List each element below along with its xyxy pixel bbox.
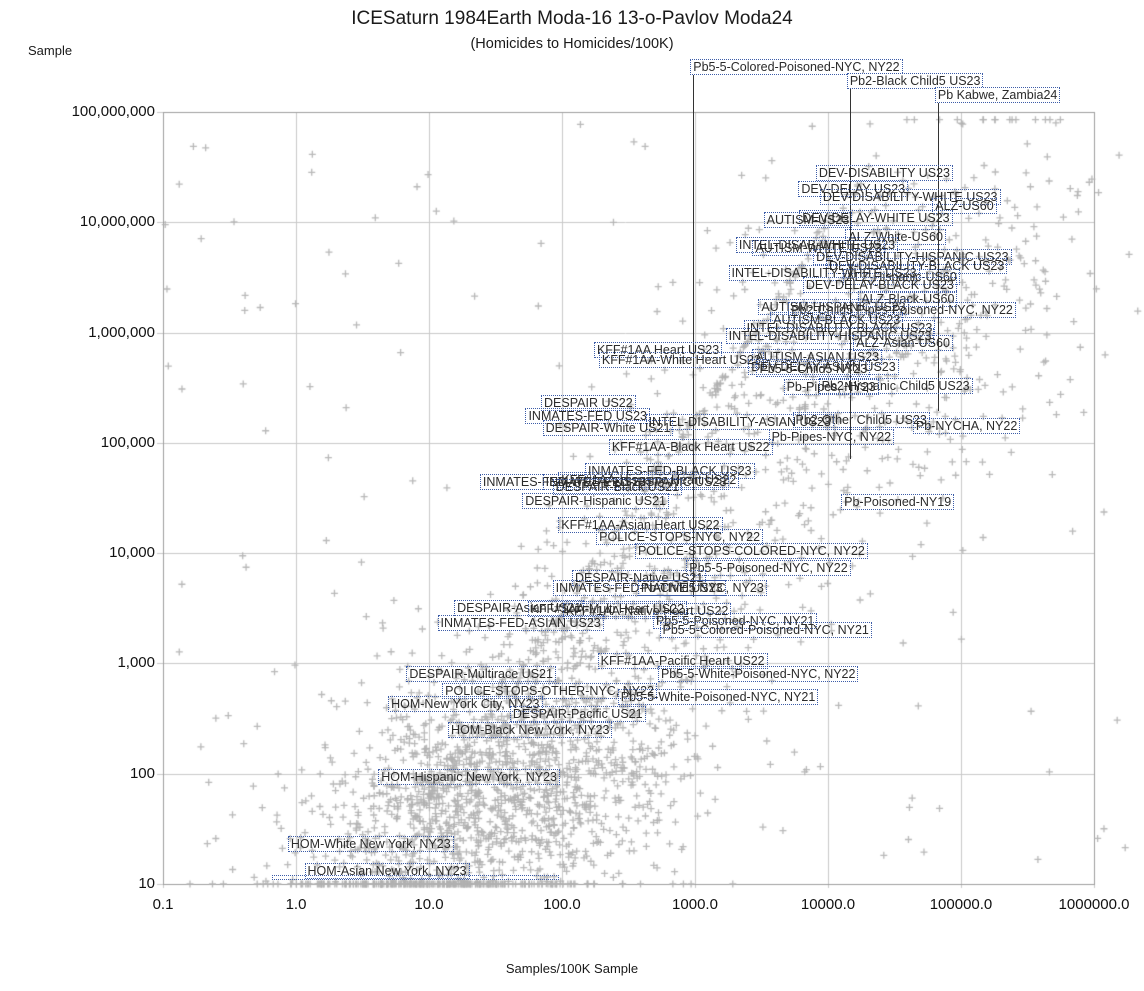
point-label: KFF#1AA-Asian Heart US22: [558, 516, 723, 533]
point-label: POLICE-STOPS-OTHER-NYC, NY22: [442, 683, 657, 700]
y-tick-label: 1,000: [117, 654, 155, 672]
chart-subtitle: (Homicides to Homicides/100K): [470, 36, 674, 52]
point-label: HOM-White New York, NY23: [287, 836, 454, 853]
point-label: Pb2-Other Child5 US23: [792, 412, 930, 429]
x-tick-label: 1000000.0: [1058, 896, 1130, 913]
point-label: Pb5-5-Poisoned-NYC, NY22: [686, 560, 851, 577]
point-label: DEV-DELAY-BLACK US23: [802, 276, 957, 293]
point-label: HOM-Hispanic New York, NY23: [378, 769, 561, 786]
point-label: POLICE-STOPS-COLORED-NYC, NY22: [634, 542, 868, 559]
point-label: DESPAIR US22: [541, 394, 636, 411]
callout-label: Pb Kabwe, Zambia24: [934, 87, 1061, 103]
point-label: ALZ-Hispanic-US60: [843, 268, 960, 285]
chart-title: ICESaturn 1984Earth Moda-16 13-o-Pavlov …: [351, 8, 793, 29]
point-label: ALZ-Asian-US60: [853, 335, 953, 352]
x-tick-label: 10000.0: [800, 896, 856, 913]
point-label: Pb5-5-White-Poisoned-NYC, NY21: [617, 688, 819, 705]
point-label: POLICE-STOPS-NYC, NY22: [596, 529, 764, 546]
point-label: DESPAIR-White US21: [542, 419, 674, 436]
point-label: INTEL-DISAB-WHITE US23: [735, 237, 899, 254]
x-tick-label: 100000.0: [929, 896, 993, 913]
point-label: AUTISM-ASIAN US23: [752, 349, 883, 366]
point-label: Pb2-Hispanic Child5 US23: [818, 377, 973, 394]
point-label: DESPAIR-Pacific US21: [509, 705, 646, 722]
x-tick-label: 1000.0: [672, 896, 718, 913]
point-label: Pb-Pipes, NY23: [783, 379, 879, 396]
point-label: DEV-DELAY-ASIAN US23: [748, 358, 899, 375]
point-label: DEV-DISABILITY-WHITE US23: [819, 188, 1001, 205]
point-label: KFF#1AA-Native Heart US22: [562, 602, 732, 619]
point-label: HOM-Black New York, NY23: [448, 721, 613, 738]
y-tick-label: 10,000: [109, 544, 155, 562]
y-tick-label: 10,000,000: [79, 213, 155, 231]
y-tick-label: 1,000,000: [88, 323, 155, 341]
point-label: KFF#1AA-Black Heart US22: [608, 438, 773, 455]
y-tick-label: 10: [138, 875, 155, 892]
point-label: INTEL-DISABILITY-ASIAN US23: [645, 413, 834, 430]
point-label: DESPAIR-Hispanic US21: [522, 492, 670, 509]
point-label: DESPAIR-Multirace US21: [406, 666, 556, 683]
callout-leader-line: [938, 103, 939, 411]
point-label: AUTISM-WHITE US23: [752, 239, 885, 256]
point-label: Pb5-5-Child5 NY23: [756, 360, 871, 377]
point-label: Pb5-5-Poisoned-NYC, NY21: [652, 612, 818, 629]
y-tick-label: 100,000,000: [71, 103, 155, 120]
point-label: INMATES-FED-BLACK US23: [584, 462, 755, 479]
point-label: HOM-New York City, NY23: [388, 695, 543, 712]
x-axis-title: Samples/100K Sample: [505, 961, 639, 976]
point-label: Pb-Child5 NYC, NY23: [637, 580, 767, 597]
point-label: ALZ-US60: [932, 198, 997, 215]
point-label: Pb5-5-Colored-Poisoned-NYC, NY21: [659, 622, 872, 639]
x-tick-label: 10.0: [414, 896, 444, 913]
point-label: AUTISM-HISPANIC US23: [758, 299, 909, 316]
callout-leader-line: [693, 75, 694, 598]
point-label: Pb5-5-White-Poisoned-NYC, NY22: [657, 666, 859, 683]
point-label: DESPAIR-Native US21: [571, 570, 707, 587]
point-label: INMATES-FED-ASIAN US23: [437, 614, 604, 631]
y-axis-title: Sample: [28, 43, 73, 58]
empty-label-box: [271, 874, 560, 880]
y-tick-label: 100: [129, 764, 155, 782]
point-label: KFF#1AA-White Heart US23: [598, 352, 764, 369]
y-tick-label: 100,000: [100, 433, 155, 451]
point-label: INMATES-FED US23: [525, 407, 650, 424]
callout-label: Pb2-Black Child5 US23: [846, 73, 984, 89]
point-label: DEV-DISABILITY US23: [815, 164, 953, 181]
point-label: Pb2-Child5 Pipes-Poisoned-NYC, NY22: [788, 302, 1016, 319]
point-label: DEV-DELAY-WHITE US23: [799, 209, 953, 226]
x-tick-label: 1.0: [285, 896, 307, 913]
x-tick-label: 100.0: [543, 896, 581, 913]
point-label: Pb-Poisoned-NY19: [841, 494, 955, 511]
point-label: AUTISM-US23: [763, 211, 853, 228]
callout-label: Pb5-5-Colored-Poisoned-NYC, NY22: [690, 59, 903, 75]
point-label: Pb-Pipes-NYC, NY22: [768, 429, 895, 445]
point-label: DESPAIR-Black US21: [552, 478, 683, 495]
x-tick-label: 0.1: [152, 896, 174, 913]
point-label: Pb-NYCHA, NY22: [912, 417, 1021, 434]
point-label: KFF#1AA-Multi Heart US22: [527, 601, 688, 618]
point-label: KFF#1AA-Pacific Heart US22: [597, 653, 768, 670]
